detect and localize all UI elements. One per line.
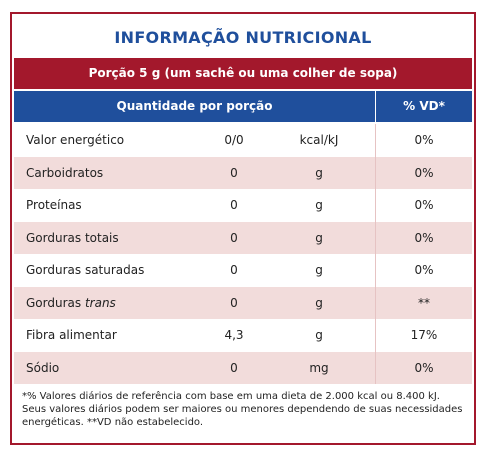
footnote: *% Valores diários de referência com bas… [22, 391, 463, 428]
table-row: Proteínas 0 g 0% [14, 189, 472, 222]
unit: g [315, 295, 323, 310]
unit: g [315, 165, 323, 180]
title: INFORMAÇÃO NUTRICIONAL [114, 28, 372, 47]
table-body: Valor energético 0/0 kcal/kJ 0% Carboidratos… [14, 124, 472, 384]
amount: 0 [230, 198, 238, 212]
nutrient-name-italic: trans [84, 295, 116, 310]
daily-value: 0% [375, 351, 472, 384]
nutrition-panel: INFORMAÇÃO NUTRICIONAL Porção 5 g (um sa… [10, 12, 476, 445]
nutrient-name: Proteínas [26, 189, 82, 222]
column-header: Quantidade por porção [116, 99, 273, 113]
unit: g [315, 328, 323, 342]
table-row: Gorduras totais 0 g 0% [14, 221, 472, 255]
table-row: Fibra alimentar 4,3 g 17% [14, 319, 472, 352]
nutrient-name: Sódio [26, 352, 59, 385]
amount: 0 [230, 230, 238, 245]
daily-value: ** [375, 286, 472, 319]
nutrient-name-text: Gorduras saturadas [26, 263, 145, 277]
nutrient-name-text: Sódio [26, 360, 60, 375]
nutrient-name: Gorduras trans [26, 287, 116, 320]
table-row: Carboidratos 0 g 0% [14, 156, 472, 190]
serving-bar: Porção 5 g (um sachê ou uma colher de so… [14, 58, 472, 89]
table-header: Quantidade por porção % VD* [14, 91, 472, 122]
nutrient-name: Gorduras totais [26, 222, 119, 255]
column-header: % VD* [375, 91, 472, 122]
unit: mg [309, 360, 329, 375]
nutrient-name-text: Proteínas [26, 198, 82, 212]
nutrient-name: Gorduras saturadas [26, 254, 144, 287]
amount: 0 [230, 295, 238, 310]
table-row: Valor energético 0/0 kcal/kJ 0% [14, 124, 472, 157]
amount: 0/0 [224, 133, 244, 147]
amount: 4,3 [224, 328, 244, 342]
nutrient-name-text: Gorduras totais [26, 230, 119, 245]
table-row: Gorduras saturadas 0 g 0% [14, 254, 472, 287]
table-row: Sódio 0 mg 0% [14, 351, 472, 385]
daily-value: 0% [375, 156, 472, 189]
nutrient-name: Carboidratos [26, 157, 103, 190]
amount: 0 [230, 165, 238, 180]
nutrient-name: Fibra alimentar [26, 319, 117, 352]
nutrient-name-text: Valor energético [26, 133, 125, 147]
unit: g [315, 198, 323, 212]
unit: kcal/kJ [299, 133, 339, 147]
unit: g [315, 263, 323, 277]
daily-value: 0% [375, 221, 472, 254]
nutrient-name-text: Carboidratos [26, 165, 104, 180]
amount: 0 [230, 263, 238, 277]
nutrient-name: Valor energético [26, 124, 124, 157]
daily-value: 0% [375, 124, 472, 157]
daily-value: 0% [375, 189, 472, 222]
nutrient-name-text: Fibra alimentar [26, 328, 117, 342]
daily-value: 0% [375, 254, 472, 287]
nutrient-name-text: Gorduras [26, 295, 82, 310]
table-row: Gorduras trans 0 g ** [14, 286, 472, 320]
daily-value: 17% [375, 319, 472, 352]
amount: 0 [230, 360, 238, 375]
unit: g [315, 230, 323, 245]
